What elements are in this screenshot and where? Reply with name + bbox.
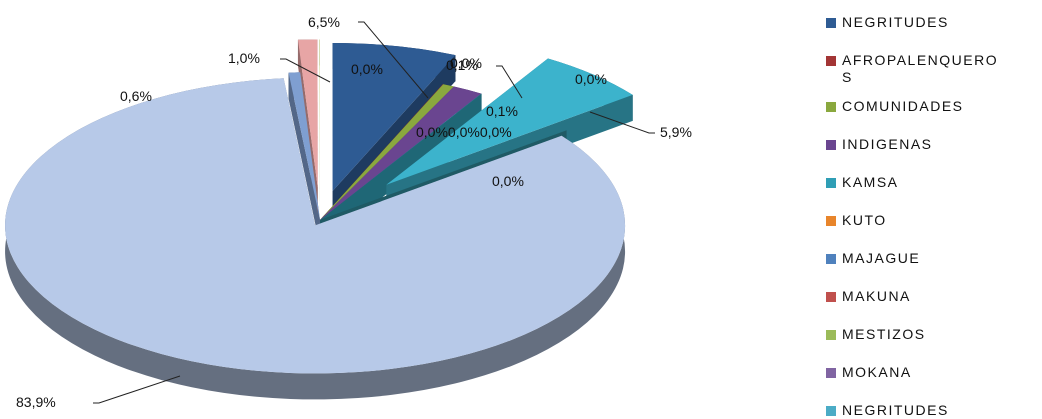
data-label: 0,0% xyxy=(492,173,524,189)
legend-item: INDIGENAS xyxy=(826,136,1036,153)
legend-item: KAMSA xyxy=(826,174,1036,191)
legend-label: MAJAGUE xyxy=(842,250,1002,267)
legend-label: AFROPALENQUEROS xyxy=(842,52,1002,86)
legend-item: COMUNIDADES xyxy=(826,98,1036,115)
legend-label: KUTO xyxy=(842,212,1002,229)
pie-slices xyxy=(5,39,633,399)
legend-swatch xyxy=(826,254,836,264)
pie-chart: 6,5%0,1%5,9%0,0%83,9%0,6%1,0%0,0%0,0%0,1… xyxy=(0,0,780,412)
data-label: 0,0% xyxy=(351,61,383,77)
data-label: 5,9% xyxy=(660,124,692,140)
data-label: 0,6% xyxy=(120,88,152,104)
legend-swatch xyxy=(826,56,836,66)
data-label: 1,0% xyxy=(228,50,260,66)
legend-item: MOKANA xyxy=(826,364,1036,381)
data-label: 83,9% xyxy=(16,394,56,410)
legend-label: KAMSA xyxy=(842,174,1002,191)
legend-swatch xyxy=(826,178,836,188)
data-label: 0,0% xyxy=(450,55,482,71)
legend-item: NEGRITUDES xyxy=(826,402,1036,419)
legend-swatch xyxy=(826,406,836,416)
legend-item: KUTO xyxy=(826,212,1036,229)
data-label: 6,5% xyxy=(308,14,340,30)
legend-swatch xyxy=(826,292,836,302)
data-label: 0,1% xyxy=(486,103,518,119)
legend-swatch xyxy=(826,102,836,112)
legend-item: AFROPALENQUEROS xyxy=(826,52,1036,86)
legend-label: MAKUNA xyxy=(842,288,1002,305)
legend-item: MAJAGUE xyxy=(826,250,1036,267)
legend-swatch xyxy=(826,216,836,226)
leader-line xyxy=(93,376,180,403)
overlapping-data-labels: 0,0%0,0%0,0% xyxy=(416,124,512,140)
legend-swatch xyxy=(826,140,836,150)
legend-swatch xyxy=(826,18,836,28)
legend-label: MESTIZOS xyxy=(842,326,1002,343)
legend-label: NEGRITUDES xyxy=(842,402,1002,419)
data-label: 0,0% xyxy=(575,71,607,87)
legend-item: NEGRITUDES xyxy=(826,14,1036,31)
legend-item: MAKUNA xyxy=(826,288,1036,305)
legend-label: MOKANA xyxy=(842,364,1002,381)
legend-swatch xyxy=(826,368,836,378)
legend-label: INDIGENAS xyxy=(842,136,1002,153)
legend-item: MESTIZOS xyxy=(826,326,1036,343)
legend-swatch xyxy=(826,330,836,340)
legend-label: NEGRITUDES xyxy=(842,14,1002,31)
legend-label: COMUNIDADES xyxy=(842,98,1002,115)
